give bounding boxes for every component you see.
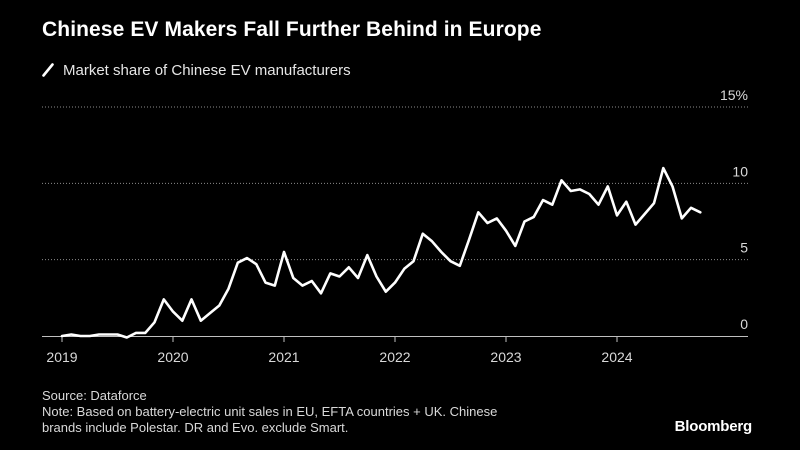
grid-layer [42,106,748,261]
x-axis [42,336,748,342]
x-tick-label: 2022 [379,349,410,365]
source-note: Source: Dataforce [42,388,147,403]
note-line-2: brands include Polestar. DR and Evo. exc… [42,420,349,435]
x-tick-label: 2024 [601,349,632,365]
y-tick-label: 5 [740,240,748,256]
x-tick-label: 2021 [268,349,299,365]
x-tick-label: 2023 [490,349,521,365]
series-line-chinese-ev-share [60,166,702,339]
legend: Market share of Chinese EV manufacturers [42,60,351,80]
bloomberg-logo: Bloomberg [674,418,753,435]
legend-label: Market share of Chinese EV manufacturers [63,61,351,79]
x-tick-label: 2020 [157,349,188,365]
legend-line-swatch-icon [42,63,54,77]
y-tick-label: 0 [740,316,748,332]
series-layer [60,166,702,339]
y-tick-label: 10 [732,163,748,179]
y-tick-label: 15% [720,87,748,103]
y-tick-labels: 0 5 10 15% [720,87,748,332]
footer: Source: Dataforce Note: Based on battery… [42,388,642,436]
note-line-1: Note: Based on battery-electric unit sal… [42,404,498,419]
x-tick-label: 2019 [46,349,77,365]
chart-title: Chinese EV Makers Fall Further Behind in… [42,18,542,41]
x-tick-labels: 2019 2020 2021 2022 2023 2024 [46,349,632,365]
